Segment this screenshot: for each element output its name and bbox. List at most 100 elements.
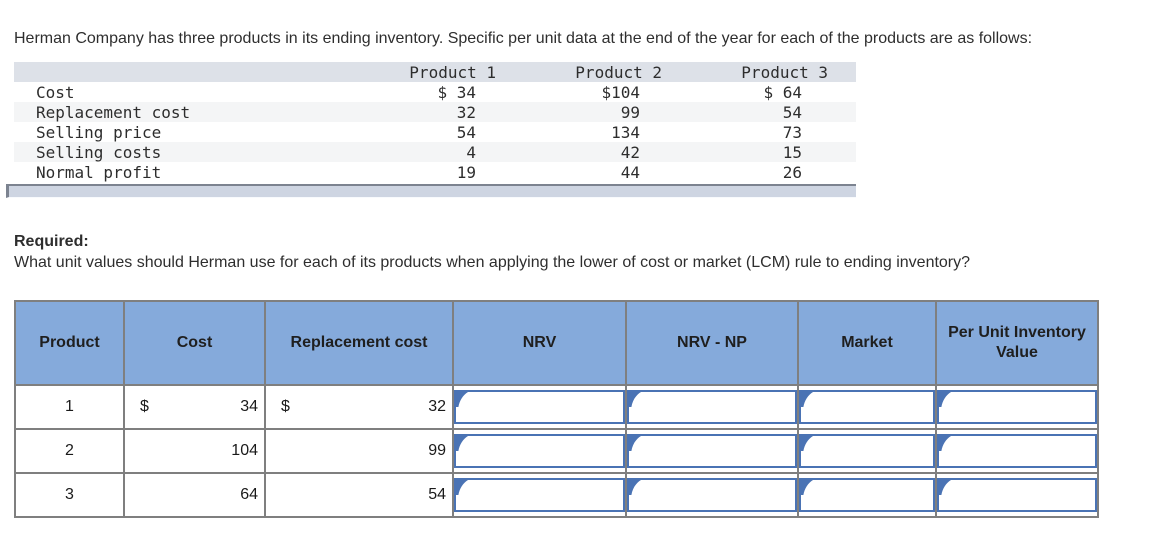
nrv-input-row2-cell bbox=[452, 428, 627, 474]
col-header-nrv: NRV bbox=[452, 300, 627, 386]
answer-row-2: 2 104 99 bbox=[14, 428, 1099, 474]
answer-flag-icon bbox=[456, 480, 468, 495]
cost-value: 34 bbox=[240, 398, 258, 415]
horizontal-scrollbar[interactable] bbox=[6, 184, 856, 198]
market-input-row1[interactable] bbox=[799, 390, 935, 424]
selling-costs-p3: 15 bbox=[666, 142, 832, 162]
replacement-p1: 32 bbox=[346, 102, 500, 122]
answer-flag-icon bbox=[939, 392, 951, 407]
nrv-input-row2[interactable] bbox=[454, 434, 625, 468]
cost-cell: 64 bbox=[123, 472, 266, 518]
replacement-value: 99 bbox=[428, 442, 446, 459]
cost-p2: $104 bbox=[601, 82, 640, 102]
data-row-selling-price: Selling price 54 134 73 bbox=[14, 122, 856, 142]
per-unit-input-row2-cell bbox=[935, 428, 1099, 474]
normal-profit-p1: 19 bbox=[456, 162, 476, 182]
required-question: What unit values should Herman use for e… bbox=[14, 254, 971, 271]
col-header-cost: Cost bbox=[123, 300, 266, 386]
answer-flag-icon bbox=[456, 392, 468, 407]
answer-flag-icon bbox=[939, 480, 951, 495]
per-unit-input-row3-cell bbox=[935, 472, 1099, 518]
data-header-spacer bbox=[14, 62, 346, 82]
answer-header-row: Product Cost Replacement cost NRV NRV - … bbox=[14, 300, 1099, 386]
selling-price-p2: 134 bbox=[611, 122, 640, 142]
data-table-header-row: Product 1 Product 2 Product 3 bbox=[14, 62, 856, 82]
nrv-input-row1-cell bbox=[452, 384, 627, 430]
selling-price-p1: 54 bbox=[456, 122, 476, 142]
nrv-np-input-row1[interactable] bbox=[627, 390, 797, 424]
answer-flag-icon bbox=[629, 436, 641, 451]
answer-flag-icon bbox=[456, 436, 468, 451]
per-unit-input-row2[interactable] bbox=[937, 434, 1097, 468]
currency-symbol: $ bbox=[281, 398, 290, 415]
answer-row-1: 1 $ 34 $ 32 bbox=[14, 384, 1099, 430]
answer-flag-icon bbox=[801, 392, 813, 407]
row-label: Replacement cost bbox=[14, 102, 346, 122]
data-row-selling-costs: Selling costs 4 42 15 bbox=[14, 142, 856, 162]
normal-profit-p3: 26 bbox=[782, 162, 802, 182]
market-input-row3[interactable] bbox=[799, 478, 935, 512]
required-section: Required: What unit values should Herman… bbox=[14, 231, 970, 273]
nrv-input-row3-cell bbox=[452, 472, 627, 518]
required-heading: Required: bbox=[14, 233, 89, 250]
market-input-row1-cell bbox=[797, 384, 937, 430]
data-header-product-3: Product 3 bbox=[666, 62, 832, 82]
nrv-np-input-row3[interactable] bbox=[627, 478, 797, 512]
data-row-replacement-cost: Replacement cost 32 99 54 bbox=[14, 102, 856, 122]
cost-value: 104 bbox=[231, 442, 258, 459]
currency-symbol: $ bbox=[140, 398, 149, 415]
selling-costs-p1: 4 bbox=[346, 142, 500, 162]
per-unit-data-table: Product 1 Product 2 Product 3 Cost $ 34 … bbox=[14, 62, 856, 182]
nrv-input-row1[interactable] bbox=[454, 390, 625, 424]
market-input-row2[interactable] bbox=[799, 434, 935, 468]
data-header-product-1: Product 1 bbox=[346, 62, 500, 82]
answer-flag-icon bbox=[629, 480, 641, 495]
replacement-value: 54 bbox=[428, 486, 446, 503]
product-number: 1 bbox=[14, 384, 125, 430]
answer-table: Product Cost Replacement cost NRV NRV - … bbox=[14, 300, 1099, 518]
nrv-np-input-row1-cell bbox=[625, 384, 799, 430]
selling-price-p3: 73 bbox=[782, 122, 802, 142]
row-label: Selling costs bbox=[14, 142, 346, 162]
replacement-value: 32 bbox=[428, 398, 446, 415]
data-row-cost: Cost $ 34 $104 $ 64 bbox=[14, 82, 856, 102]
replacement-cost-cell: $ 32 bbox=[264, 384, 454, 430]
answer-row-3: 3 64 54 bbox=[14, 472, 1099, 518]
selling-costs-p2: 42 bbox=[500, 142, 666, 162]
cost-cell: $ 34 bbox=[123, 384, 266, 430]
answer-flag-icon bbox=[801, 480, 813, 495]
row-label: Normal profit bbox=[36, 162, 162, 182]
market-input-row2-cell bbox=[797, 428, 937, 474]
col-header-product: Product bbox=[14, 300, 125, 386]
row-label: Cost bbox=[36, 82, 75, 102]
product-number: 2 bbox=[14, 428, 125, 474]
replacement-cost-cell: 54 bbox=[264, 472, 454, 518]
product-number: 3 bbox=[14, 472, 125, 518]
nrv-np-input-row2-cell bbox=[625, 428, 799, 474]
replacement-cost-cell: 99 bbox=[264, 428, 454, 474]
answer-flag-icon bbox=[939, 436, 951, 451]
cost-cell: 104 bbox=[123, 428, 266, 474]
nrv-np-input-row2[interactable] bbox=[627, 434, 797, 468]
col-header-market: Market bbox=[797, 300, 937, 386]
answer-flag-icon bbox=[629, 392, 641, 407]
normal-profit-p2: 44 bbox=[620, 162, 640, 182]
col-header-nrv-np: NRV - NP bbox=[625, 300, 799, 386]
nrv-input-row3[interactable] bbox=[454, 478, 625, 512]
per-unit-input-row1-cell bbox=[935, 384, 1099, 430]
data-row-normal-profit: Normal profit 19 44 26 bbox=[14, 162, 856, 182]
cost-value: 64 bbox=[240, 486, 258, 503]
per-unit-input-row3[interactable] bbox=[937, 478, 1097, 512]
replacement-p3: 54 bbox=[666, 102, 832, 122]
per-unit-input-row1[interactable] bbox=[937, 390, 1097, 424]
cost-p1: $ 34 bbox=[437, 82, 476, 102]
answer-flag-icon bbox=[801, 436, 813, 451]
replacement-p2: 99 bbox=[500, 102, 666, 122]
problem-statement: Herman Company has three products in its… bbox=[14, 30, 1033, 47]
col-header-per-unit-inventory-value: Per Unit Inventory Value bbox=[935, 300, 1099, 386]
nrv-np-input-row3-cell bbox=[625, 472, 799, 518]
cost-p3: $ 64 bbox=[763, 82, 802, 102]
col-header-replacement-cost: Replacement cost bbox=[264, 300, 454, 386]
data-header-product-2: Product 2 bbox=[500, 62, 666, 82]
